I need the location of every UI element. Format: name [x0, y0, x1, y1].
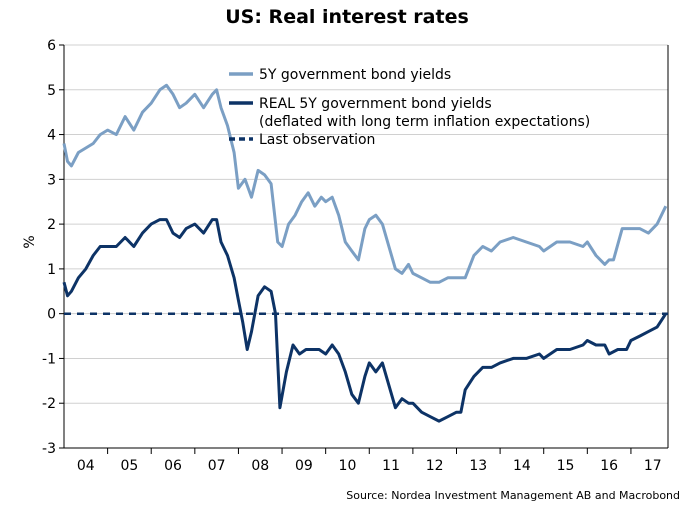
y-axis-label: % — [22, 235, 38, 248]
series-nominal-yield-line — [62, 83, 668, 284]
series-real-yield-line — [62, 218, 668, 423]
y-tick-label: 2 — [47, 217, 56, 233]
y-tick-label: 1 — [47, 262, 56, 278]
x-tick-label: 06 — [164, 458, 182, 474]
source-note: Source: Nordea Investment Management AB … — [346, 489, 680, 502]
legend-entry: Last observation — [259, 132, 375, 148]
legend-entry: 5Y government bond yields — [259, 67, 451, 83]
x-tick-label: 13 — [469, 458, 487, 474]
x-tick-label: 07 — [208, 458, 226, 474]
x-tick-label: 14 — [513, 458, 531, 474]
y-tick-label: -2 — [42, 396, 56, 412]
y-tick-label: 3 — [47, 172, 56, 188]
y-tick-label: -3 — [42, 441, 56, 457]
legend: 5Y government bond yields REAL 5Y governm… — [229, 67, 590, 148]
chart-title: US: Real interest rates — [225, 6, 469, 28]
x-tick-label: 17 — [644, 458, 662, 474]
y-tick-label: 4 — [47, 128, 56, 144]
x-tick-label: 16 — [600, 458, 618, 474]
y-tick-label: 0 — [47, 307, 56, 323]
x-tick-label: 08 — [251, 458, 269, 474]
x-tick-label: 10 — [339, 458, 357, 474]
y-tick-label: -1 — [42, 351, 56, 367]
x-tick-label: 11 — [382, 458, 400, 474]
x-tick-label: 12 — [426, 458, 444, 474]
x-tick-label: 15 — [557, 458, 575, 474]
x-tick-label: 04 — [77, 458, 95, 474]
legend-entry: REAL 5Y government bond yields (deflated … — [259, 96, 590, 130]
series-lines — [62, 83, 668, 423]
x-tick-label: 05 — [121, 458, 139, 474]
y-tick-label: 6 — [47, 38, 56, 54]
y-tick-label: 5 — [47, 83, 56, 99]
x-tick-label: 09 — [295, 458, 313, 474]
